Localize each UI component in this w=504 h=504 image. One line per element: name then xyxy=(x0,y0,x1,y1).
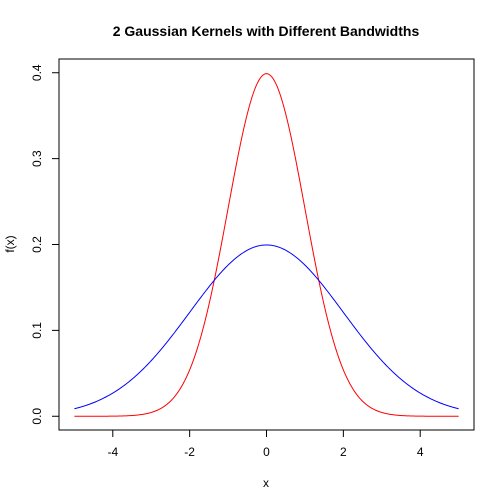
y-axis: 0.0 0.1 0.2 0.3 0.4 xyxy=(30,64,60,425)
x-tick-label: 0 xyxy=(263,445,270,459)
x-tick-label: 2 xyxy=(340,445,347,459)
y-axis-label: f(x) xyxy=(3,235,17,252)
x-tick-label: -2 xyxy=(184,445,195,459)
y-tick-label: 0.1 xyxy=(30,322,44,339)
series-line-2 xyxy=(74,244,459,410)
y-tick-label: 0.0 xyxy=(30,408,44,425)
chart-title: 2 Gaussian Kernels with Different Bandwi… xyxy=(113,23,420,39)
series-line-1 xyxy=(74,73,459,417)
y-tick-label: 0.3 xyxy=(30,150,44,167)
x-axis-label: x xyxy=(263,476,269,490)
x-tick-label: -4 xyxy=(107,445,118,459)
x-tick-label: 4 xyxy=(417,445,424,459)
series-layer xyxy=(74,73,459,417)
y-tick-label: 0.4 xyxy=(30,64,44,81)
x-axis: -4 -2 0 2 4 xyxy=(107,429,424,459)
y-tick-label: 0.2 xyxy=(30,236,44,253)
